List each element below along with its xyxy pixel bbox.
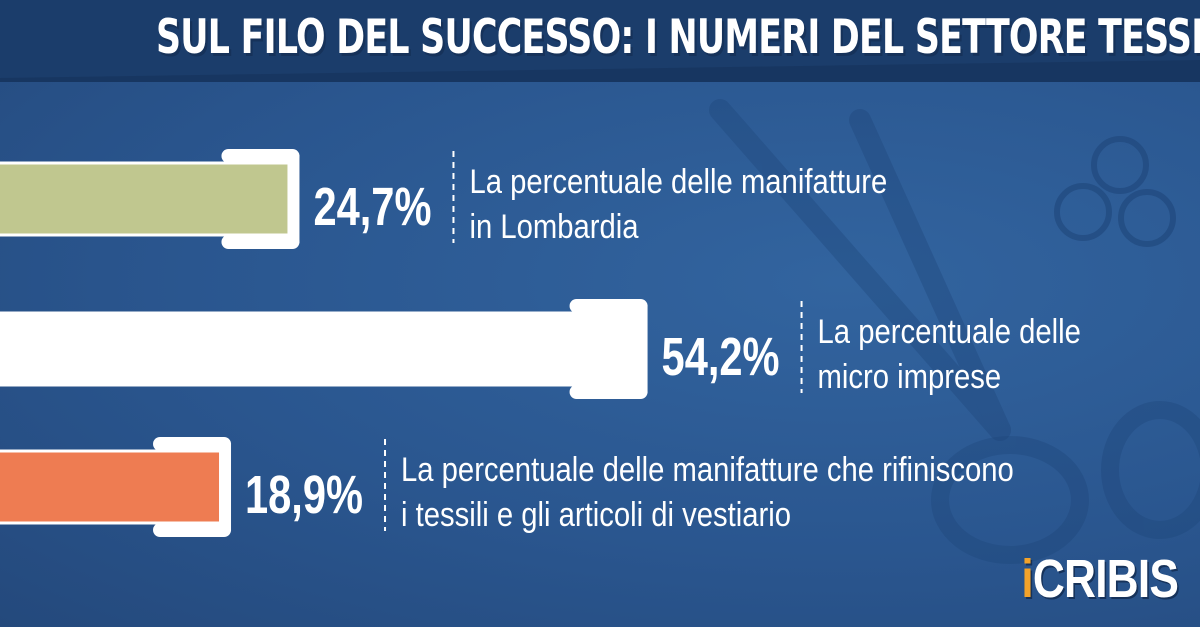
bar-cap-bottom-1 xyxy=(221,235,300,249)
button-icon xyxy=(1054,183,1112,241)
bar-2 xyxy=(0,311,642,387)
value-label-1: 24,7% xyxy=(313,177,431,237)
value-label-2: 54,2% xyxy=(662,327,780,387)
bar-cap-top-2 xyxy=(569,299,648,313)
bar-cap-top-3 xyxy=(153,437,232,451)
bar-cap-bottom-2 xyxy=(569,385,648,399)
value-label-3: 18,9% xyxy=(245,465,363,525)
title-band xyxy=(0,0,1200,82)
button-icon xyxy=(1118,189,1176,247)
button-icon xyxy=(1091,136,1149,194)
description-line-2-1: La percentuale delle xyxy=(818,313,1081,351)
bar-end-1 xyxy=(287,155,300,243)
bar-3 xyxy=(0,449,225,525)
page-title: SUL FILO DEL SUCCESSO: I NUMERI DEL SETT… xyxy=(156,10,1200,65)
bar-1 xyxy=(0,161,293,237)
description-line-3-2: i tessili e gli articoli di vestiario xyxy=(401,496,791,534)
bar-cap-bottom-3 xyxy=(153,523,232,537)
bar-end-2 xyxy=(635,305,648,393)
description-line-2-2: micro imprese xyxy=(818,358,1002,396)
description-line-3-1: La percentuale delle manifatture che rif… xyxy=(401,451,1014,489)
cribis-logo: iCRIBIS xyxy=(1021,549,1178,609)
description-line-1-1: La percentuale delle manifatture xyxy=(469,163,887,201)
bar-end-3 xyxy=(219,443,232,531)
description-line-1-2: in Lombardia xyxy=(469,208,638,246)
bar-cap-top-1 xyxy=(221,149,300,163)
